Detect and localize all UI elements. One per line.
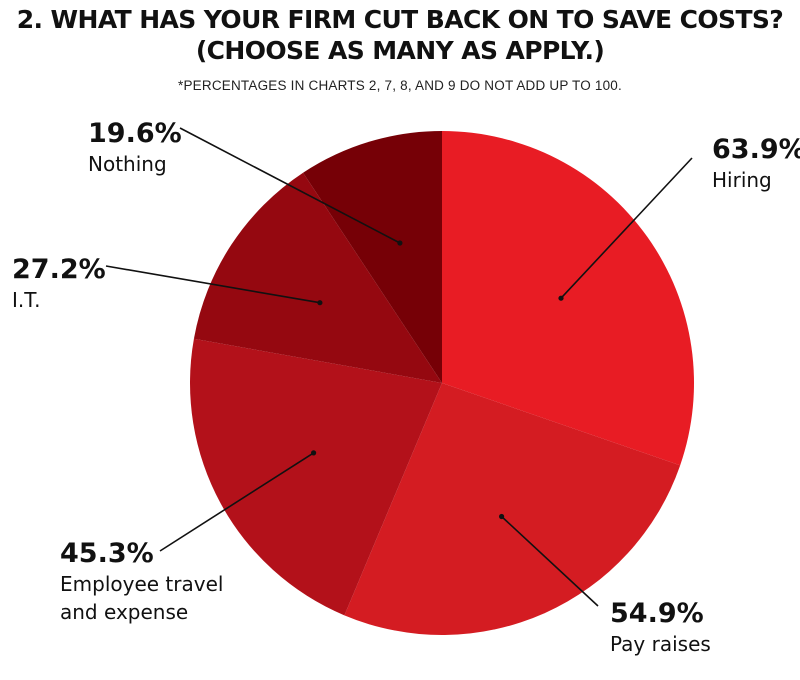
chart-footnote: *PERCENTAGES IN CHARTS 2, 7, 8, AND 9 DO… (178, 78, 622, 93)
leader-dot (317, 300, 323, 306)
slice-value-label: 19.6% (88, 118, 182, 149)
leader-dot (499, 513, 505, 520)
leader-line (159, 452, 315, 552)
pie-slice-hiring (442, 131, 694, 466)
chart-title-line-2: (CHOOSE AS MANY AS APPLY.) (195, 36, 605, 65)
pie-slice-i-t (193, 172, 442, 383)
chart-title: 2. WHAT HAS YOUR FIRM CUT BACK ON TO SAV… (0, 4, 800, 66)
slice-category-label: Pay raises (610, 632, 711, 656)
leader-line (105, 265, 321, 304)
pie-slices (190, 131, 694, 636)
leader-line (560, 157, 693, 299)
slice-category-label: and expense (60, 600, 188, 624)
slice-category-label: I.T. (12, 288, 40, 312)
slice-value-label: 63.9% (712, 134, 800, 165)
slice-value-label: 54.9% (610, 598, 704, 629)
pie-slice-pay-raises (344, 383, 681, 636)
slice-labels: 63.9% Hiring 54.9% Pay raises 45.3% Employee … (12, 118, 800, 656)
chart-title-line-1: 2. WHAT HAS YOUR FIRM CUT BACK ON TO SAV… (16, 5, 784, 34)
slice-value-label: 45.3% (60, 538, 154, 569)
leader-line (501, 515, 599, 607)
slice-value-label: 27.2% (12, 254, 106, 285)
pie-slice-employee-travel-and-expense (190, 338, 442, 616)
slice-category-label: Employee travel (60, 572, 223, 596)
leader-dot (397, 240, 403, 246)
leader-dot (311, 450, 317, 456)
slice-category-label: Nothing (88, 152, 167, 176)
leader-lines (105, 127, 693, 607)
leader-dot (558, 295, 564, 301)
leader-line (179, 127, 401, 244)
pie-slice-nothing (303, 131, 442, 383)
slice-category-label: Hiring (712, 168, 772, 192)
